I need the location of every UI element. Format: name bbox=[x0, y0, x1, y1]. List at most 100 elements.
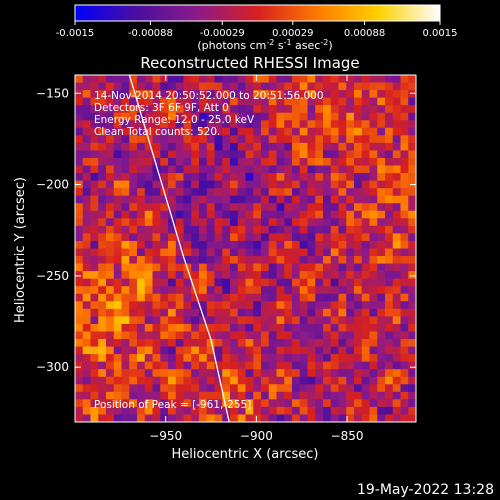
heatmap-cell bbox=[361, 361, 371, 370]
heatmap-cell bbox=[144, 376, 154, 385]
heatmap-cell bbox=[307, 414, 316, 422]
heatmap-cell bbox=[307, 120, 316, 129]
heatmap-cell bbox=[106, 180, 115, 189]
heatmap-cell bbox=[408, 218, 416, 227]
heatmap-cell bbox=[261, 361, 270, 370]
heatmap-cell bbox=[152, 233, 161, 242]
heatmap-cell bbox=[408, 210, 416, 219]
heatmap-cell bbox=[183, 256, 192, 265]
heatmap-cell bbox=[137, 376, 146, 385]
heatmap-cell bbox=[168, 127, 177, 136]
heatmap-cell bbox=[268, 384, 278, 393]
heatmap-cell bbox=[106, 399, 115, 408]
heatmap-cell bbox=[75, 150, 84, 159]
heatmap-cell bbox=[90, 173, 99, 182]
heatmap-cell bbox=[183, 376, 192, 385]
heatmap-cell bbox=[160, 105, 169, 114]
heatmap-cell bbox=[408, 384, 416, 393]
heatmap-cell bbox=[346, 293, 355, 302]
heatmap-cell bbox=[106, 173, 115, 182]
heatmap-cell bbox=[276, 369, 285, 378]
heatmap-cell bbox=[113, 354, 123, 363]
heatmap-cell bbox=[144, 97, 154, 106]
heatmap-cell bbox=[323, 308, 332, 317]
heatmap-cell bbox=[152, 248, 161, 257]
heatmap-cell bbox=[129, 135, 138, 144]
heatmap-cell bbox=[245, 173, 254, 182]
heatmap-cell bbox=[222, 271, 231, 280]
heatmap-cell bbox=[106, 278, 115, 287]
heatmap-cell bbox=[369, 406, 378, 416]
heatmap-cell bbox=[160, 240, 169, 250]
heatmap-cell bbox=[237, 316, 247, 325]
heatmap-cell bbox=[152, 240, 161, 250]
heatmap-cell bbox=[385, 135, 394, 144]
heatmap-cell bbox=[268, 105, 278, 114]
heatmap-cell bbox=[245, 135, 254, 144]
heatmap-cell bbox=[199, 286, 208, 295]
heatmap-cell bbox=[315, 331, 324, 340]
heatmap-cell bbox=[292, 256, 301, 265]
heatmap-cell bbox=[129, 105, 138, 114]
heatmap-cell bbox=[299, 105, 309, 114]
heatmap-cell bbox=[168, 188, 177, 197]
heatmap-cell bbox=[377, 90, 386, 99]
heatmap-cell bbox=[121, 157, 130, 167]
heatmap-cell bbox=[129, 339, 138, 348]
heatmap-cell bbox=[183, 233, 192, 242]
heatmap-cell bbox=[191, 173, 200, 182]
heatmap-cell bbox=[292, 286, 301, 295]
heatmap-cell bbox=[392, 180, 402, 189]
heatmap-cell bbox=[214, 180, 223, 189]
heatmap-cell bbox=[284, 361, 293, 370]
heatmap-cell bbox=[261, 376, 270, 385]
heatmap-cell bbox=[385, 263, 394, 272]
heatmap-cell bbox=[253, 75, 262, 84]
heatmap-cell bbox=[377, 331, 386, 340]
heatmap-cell bbox=[160, 90, 169, 99]
heatmap-cell bbox=[315, 75, 324, 84]
heatmap-cell bbox=[276, 90, 285, 99]
heatmap-cell bbox=[299, 157, 309, 167]
heatmap-cell bbox=[315, 248, 324, 257]
heatmap-cell bbox=[377, 142, 386, 152]
heatmap-cell bbox=[113, 323, 123, 333]
heatmap-cell bbox=[75, 316, 84, 325]
heatmap-cell bbox=[152, 301, 161, 310]
heatmap-cell bbox=[106, 361, 115, 370]
heatmap-cell bbox=[408, 354, 416, 363]
heatmap-cell bbox=[144, 225, 154, 235]
heatmap-cell bbox=[307, 218, 316, 227]
heatmap-cell bbox=[160, 361, 169, 370]
heatmap-cell bbox=[222, 384, 231, 393]
heatmap-cell bbox=[253, 354, 262, 363]
heatmap-cell bbox=[245, 293, 254, 302]
heatmap-cell bbox=[230, 369, 239, 378]
heatmap-cell bbox=[315, 406, 324, 416]
heatmap-cell bbox=[106, 346, 115, 355]
heatmap-cell bbox=[121, 127, 130, 136]
heatmap-cell bbox=[175, 384, 185, 393]
heatmap-cell bbox=[137, 354, 146, 363]
heatmap-cell bbox=[82, 225, 92, 235]
heatmap-cell bbox=[392, 240, 402, 250]
heatmap-cell bbox=[168, 323, 177, 333]
heatmap-cell bbox=[307, 165, 316, 174]
heatmap-cell bbox=[369, 90, 378, 99]
heatmap-cell bbox=[160, 180, 169, 189]
heatmap-cell bbox=[385, 195, 394, 204]
heatmap-cell bbox=[144, 180, 154, 189]
heatmap-cell bbox=[98, 105, 107, 114]
heatmap-cell bbox=[183, 120, 192, 129]
heatmap-cell bbox=[400, 248, 409, 257]
heatmap-cell bbox=[175, 203, 185, 212]
heatmap-cell bbox=[183, 75, 192, 84]
heatmap-cell bbox=[175, 278, 185, 287]
heatmap-cell bbox=[160, 256, 169, 265]
heatmap-cell bbox=[400, 414, 409, 422]
heatmap-cell bbox=[222, 240, 231, 250]
heatmap-cell bbox=[183, 188, 192, 197]
heatmap-cell bbox=[338, 263, 347, 272]
heatmap-cell bbox=[137, 369, 146, 378]
heatmap-cell bbox=[98, 369, 107, 378]
